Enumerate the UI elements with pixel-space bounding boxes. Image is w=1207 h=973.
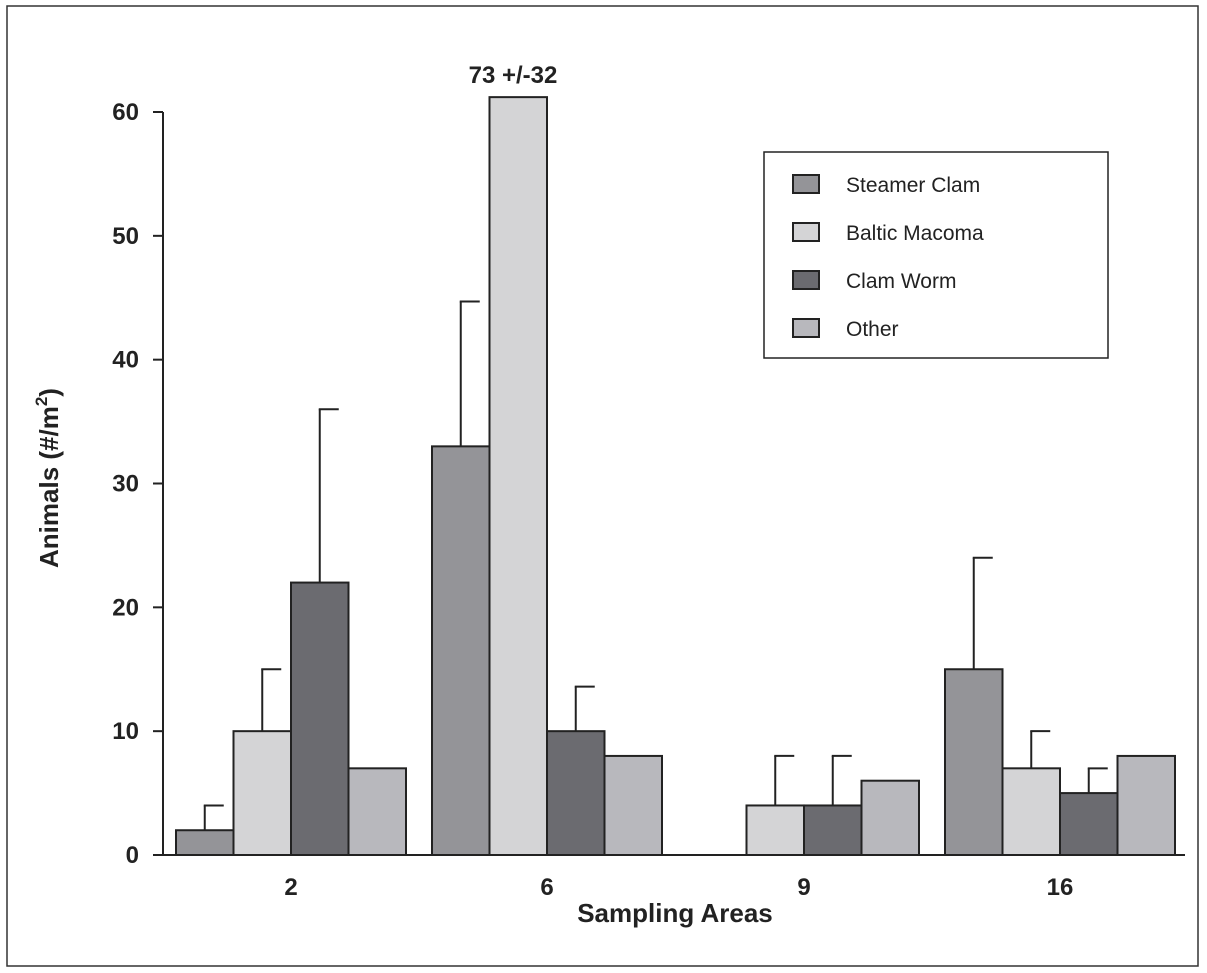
bar (232, 730, 292, 857)
y-axis-title-close: ) (34, 388, 64, 397)
y-tick-label: 20 (112, 594, 139, 621)
legend-label: Clam Worm (846, 270, 956, 293)
bar (488, 96, 548, 856)
legend-swatch (792, 174, 820, 194)
error-bars-layer (203, 300, 1108, 831)
legend-label: Steamer Clam (846, 174, 980, 197)
bar (175, 829, 235, 857)
bar (290, 581, 350, 856)
bar (431, 445, 491, 856)
bar (1001, 767, 1061, 856)
y-tick-label: 60 (112, 99, 139, 126)
bar (1059, 792, 1119, 856)
bar (1116, 754, 1176, 857)
y-tick-label: 10 (112, 718, 139, 745)
legend-box (763, 151, 1109, 359)
y-axis-title: Animals (#/m2) (32, 388, 64, 568)
x-tick-label: 2 (284, 874, 297, 901)
y-ticks: 0 10 20 30 40 50 60 (112, 99, 163, 869)
bar (347, 767, 407, 856)
y-axis-title-main: Animals (#/m (34, 406, 64, 568)
legend-label: Other (846, 318, 899, 341)
legend-swatch (792, 222, 820, 242)
legend-items: Steamer Clam Baltic Macoma Clam Worm Other (792, 174, 984, 341)
y-axis-title-superscript: 2 (32, 397, 51, 406)
x-tick-label: 16 (1047, 874, 1074, 901)
bar (603, 754, 663, 857)
bar (860, 779, 920, 857)
annotation-label: 73 +/-32 (469, 62, 558, 89)
y-tick-label: 30 (112, 471, 139, 498)
legend-swatch (792, 318, 820, 338)
x-tick-label: 9 (797, 874, 810, 901)
x-tick-label: 6 (540, 874, 553, 901)
x-ticks: 2 6 9 16 (284, 874, 1073, 901)
legend: Steamer Clam Baltic Macoma Clam Worm Other (763, 151, 1109, 359)
y-tick-label: 50 (112, 223, 139, 250)
bar (803, 804, 863, 857)
y-tick-label: 0 (126, 842, 139, 869)
x-axis-title: Sampling Areas (577, 898, 773, 928)
y-tick-label: 40 (112, 347, 139, 374)
bar (944, 668, 1004, 856)
bar (745, 804, 805, 857)
legend-swatch (792, 270, 820, 290)
bar (546, 730, 606, 857)
legend-label: Baltic Macoma (846, 222, 984, 245)
